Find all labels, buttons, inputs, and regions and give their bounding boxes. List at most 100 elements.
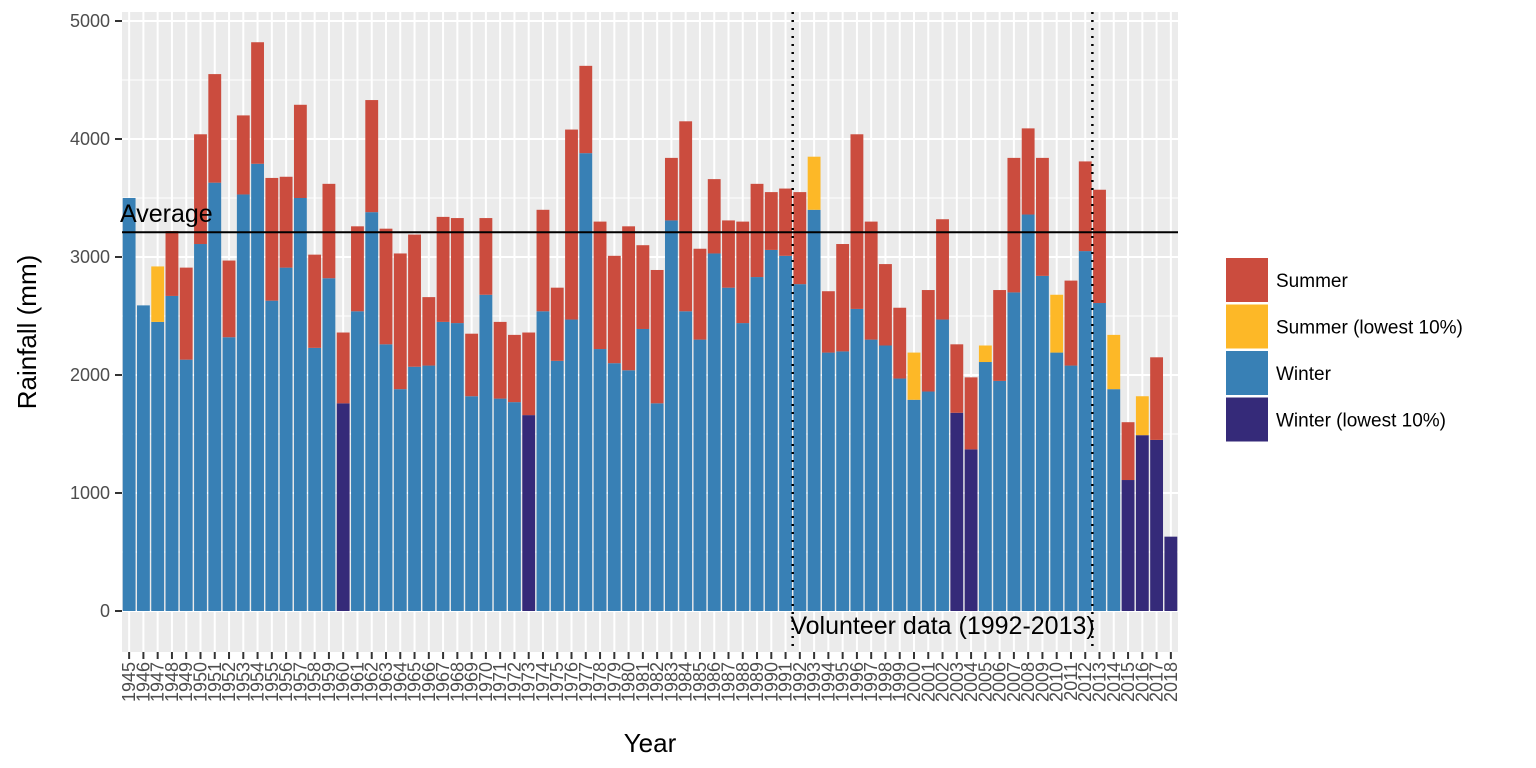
x-tick-label: 1947 bbox=[148, 662, 168, 702]
summer-bar-1950 bbox=[194, 134, 207, 245]
winter-bar-2011 bbox=[1064, 365, 1078, 611]
summer-bar-1987 bbox=[722, 220, 735, 288]
winter-bar-1990 bbox=[764, 249, 778, 612]
summer-bar-1952 bbox=[222, 260, 236, 338]
winter-bar-1949 bbox=[179, 359, 193, 611]
x-tick-label: 1954 bbox=[248, 662, 268, 702]
legend-label: Winter (lowest 10%) bbox=[1276, 411, 1446, 432]
summer-bar-1967 bbox=[436, 216, 450, 322]
winter-bar-1967 bbox=[436, 321, 450, 611]
summer-bar-2017 bbox=[1150, 357, 1164, 440]
x-tick-label: 2009 bbox=[1032, 662, 1052, 702]
summer-bar-1954 bbox=[251, 42, 264, 164]
winter-bar-2002 bbox=[936, 319, 949, 611]
x-tick-label: 2001 bbox=[918, 662, 938, 702]
x-tick-label: 1946 bbox=[133, 662, 153, 702]
x-tick-label: 1962 bbox=[362, 662, 382, 702]
winter-bar-1946 bbox=[136, 305, 150, 611]
winter-bar-2000 bbox=[907, 399, 921, 611]
summer-bar-1957 bbox=[293, 104, 307, 198]
x-axis: 1945194619471948194919501951195219531954… bbox=[119, 652, 1181, 702]
summer-bar-1962 bbox=[365, 100, 379, 213]
winter-bar-1980 bbox=[622, 370, 636, 611]
x-tick-label: 1966 bbox=[419, 662, 439, 702]
summer-bar-1982 bbox=[650, 269, 664, 404]
winter-bar-1996 bbox=[850, 308, 864, 611]
winter-bar-1962 bbox=[365, 212, 379, 611]
summer-bar-1969 bbox=[465, 333, 479, 397]
winter-bar-1954 bbox=[251, 163, 264, 611]
winter-bar-2003 bbox=[950, 412, 964, 611]
winter-bar-1969 bbox=[465, 396, 479, 611]
winter-bar-1984 bbox=[679, 311, 693, 611]
x-tick-label: 1977 bbox=[576, 662, 596, 702]
winter-bar-1964 bbox=[393, 389, 407, 611]
summer-bar-1951 bbox=[208, 74, 222, 183]
summer-bar-1961 bbox=[351, 226, 364, 312]
x-tick-label: 1992 bbox=[790, 662, 810, 702]
x-tick-label: 1950 bbox=[190, 662, 210, 702]
summer-bar-1972 bbox=[508, 334, 521, 403]
x-tick-label: 1975 bbox=[547, 662, 567, 702]
x-tick-label: 1998 bbox=[875, 662, 895, 702]
summer-bar-2012 bbox=[1078, 161, 1092, 252]
y-tick-label: 0 bbox=[100, 601, 110, 621]
winter-bar-1992 bbox=[793, 284, 807, 611]
winter-bar-2015 bbox=[1121, 480, 1135, 611]
summer-bar-1988 bbox=[736, 221, 750, 324]
winter-bar-2004 bbox=[964, 449, 978, 611]
winter-bar-2006 bbox=[993, 380, 1007, 611]
y-tick-label: 4000 bbox=[70, 129, 110, 149]
winter-bar-1955 bbox=[265, 300, 279, 611]
summer-bar-1983 bbox=[664, 157, 678, 221]
summer-bar-1949 bbox=[179, 267, 193, 360]
legend-swatch bbox=[1226, 258, 1268, 302]
x-tick-label: 1983 bbox=[661, 662, 681, 702]
x-tick-label: 1984 bbox=[676, 662, 696, 702]
summer-bar-2006 bbox=[993, 290, 1007, 381]
x-tick-label: 2007 bbox=[1004, 662, 1024, 702]
winter-bar-1950 bbox=[194, 244, 207, 611]
winter-bar-2009 bbox=[1036, 275, 1049, 611]
x-tick-label: 1989 bbox=[747, 662, 767, 702]
winter-bar-2005 bbox=[978, 362, 992, 611]
winter-bar-1972 bbox=[508, 402, 521, 611]
x-tick-label: 2011 bbox=[1061, 662, 1081, 701]
legend-label: Winter bbox=[1276, 364, 1332, 385]
x-tick-label: 1986 bbox=[704, 662, 724, 702]
summer-bar-1970 bbox=[479, 218, 493, 295]
x-tick-label: 2017 bbox=[1147, 662, 1167, 702]
winter-bar-1993 bbox=[807, 209, 821, 612]
legend-swatch bbox=[1226, 304, 1268, 349]
x-tick-label: 2010 bbox=[1047, 662, 1067, 702]
winter-bar-2014 bbox=[1107, 389, 1121, 611]
winter-bar-1986 bbox=[707, 253, 721, 611]
winter-bar-1963 bbox=[379, 344, 393, 611]
x-tick-label: 2004 bbox=[961, 662, 981, 702]
winter-bar-1978 bbox=[593, 349, 607, 611]
summer-bar-2015 bbox=[1121, 422, 1135, 481]
y-tick-label: 3000 bbox=[70, 247, 110, 267]
winter-bar-2013 bbox=[1093, 303, 1106, 611]
summer-bar-2011 bbox=[1064, 280, 1078, 366]
winter-bar-1966 bbox=[422, 365, 436, 611]
x-tick-label: 1965 bbox=[405, 662, 425, 702]
summer-bar-1975 bbox=[550, 287, 564, 361]
summer-bar-2014 bbox=[1107, 334, 1121, 390]
winter-bar-1998 bbox=[879, 345, 892, 611]
summer-bar-2007 bbox=[1007, 157, 1021, 293]
summer-bar-1995 bbox=[836, 244, 850, 352]
winter-bar-1981 bbox=[636, 328, 650, 611]
x-tick-label: 1968 bbox=[447, 662, 467, 702]
summer-bar-1999 bbox=[893, 307, 907, 379]
x-tick-label: 1961 bbox=[347, 662, 367, 702]
x-tick-label: 2014 bbox=[1104, 662, 1124, 702]
summer-bar-1996 bbox=[850, 134, 864, 309]
summer-bar-2002 bbox=[936, 219, 949, 320]
x-tick-label: 1994 bbox=[818, 662, 838, 702]
winter-bar-1948 bbox=[165, 295, 179, 611]
summer-bar-1993 bbox=[807, 156, 821, 210]
winter-bar-1983 bbox=[664, 220, 678, 612]
summer-bar-1965 bbox=[408, 234, 421, 367]
